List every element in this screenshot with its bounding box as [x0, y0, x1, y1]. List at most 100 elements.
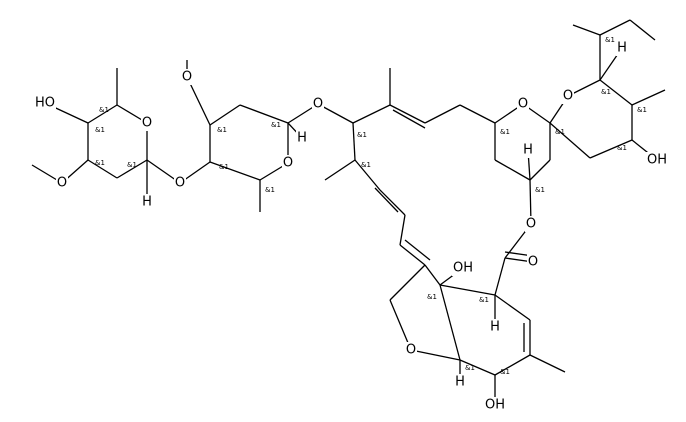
atom-label: O	[182, 70, 192, 85]
label-mask	[141, 194, 153, 210]
atom-label: H	[617, 41, 627, 56]
atom-label: OH	[453, 261, 473, 276]
atom-label: O	[526, 217, 536, 232]
stereo-label: &1	[637, 106, 647, 114]
bond	[239, 104, 289, 124]
stereo-label: &1	[465, 364, 475, 372]
atom-label: O	[518, 97, 528, 112]
stereo-label: &1	[217, 126, 227, 134]
bond	[209, 161, 261, 181]
label-mask	[527, 254, 539, 270]
stereo-label: &1	[617, 144, 627, 152]
stereo-label: &1	[95, 126, 105, 134]
bond	[209, 104, 241, 126]
bond	[379, 189, 406, 216]
stereo-label: &1	[95, 159, 105, 167]
bond	[494, 354, 531, 376]
bond	[494, 159, 531, 181]
atom-label: H	[523, 143, 533, 158]
stereo-label: &1	[361, 161, 371, 169]
bond	[599, 19, 631, 36]
stereo-label: &1	[479, 296, 489, 304]
stereo-label: &1	[605, 36, 615, 44]
label-mask	[296, 130, 308, 146]
atom-label: O	[563, 89, 573, 104]
label-mask	[452, 260, 474, 276]
bond	[87, 104, 118, 124]
stereo-label: &1	[427, 293, 437, 301]
bond	[439, 284, 461, 361]
bond	[374, 187, 399, 213]
stereo-label: &1	[265, 186, 275, 194]
atom-label: HO	[35, 96, 55, 111]
bond	[494, 257, 506, 296]
bond	[392, 109, 426, 129]
atom-label: H	[297, 131, 307, 146]
label-mask	[141, 115, 153, 131]
bond	[399, 214, 406, 246]
atom-label: O	[528, 255, 538, 270]
label-mask	[522, 142, 534, 158]
bond	[352, 122, 356, 161]
label-mask	[525, 216, 537, 232]
stereo-label: &1	[127, 161, 137, 169]
bond	[549, 122, 591, 159]
bond	[459, 359, 496, 376]
bond	[410, 349, 461, 361]
label-mask	[646, 152, 668, 168]
stereo-label: &1	[555, 128, 565, 136]
label-mask	[489, 319, 501, 335]
atom-label: O	[313, 97, 323, 112]
bond	[572, 24, 601, 36]
stereo-label: &1	[99, 106, 109, 114]
atom-label: O	[57, 176, 67, 191]
bond	[529, 159, 551, 181]
stereo-label: &1	[601, 88, 611, 96]
bond	[439, 284, 496, 296]
bond	[404, 239, 431, 261]
bond	[424, 104, 461, 124]
atom-label: O	[406, 343, 416, 358]
bond	[459, 104, 496, 124]
bond	[424, 264, 441, 286]
bond	[324, 159, 356, 181]
bond	[352, 104, 391, 124]
atom-label: OH	[647, 153, 667, 168]
atom-label: H	[490, 320, 500, 335]
atom-label: H	[455, 375, 465, 390]
bond	[389, 264, 426, 301]
label-mask	[616, 40, 628, 56]
bond	[631, 89, 666, 106]
atom-label: H	[142, 195, 152, 210]
atom-label: O	[283, 156, 293, 171]
stereo-label: &1	[500, 368, 510, 376]
bond	[354, 159, 381, 191]
label-mask	[405, 342, 417, 358]
bond	[87, 159, 118, 179]
label-mask	[517, 96, 529, 112]
bond	[629, 19, 656, 41]
label-mask	[282, 155, 294, 171]
bond	[389, 104, 426, 124]
stereo-label: &1	[535, 186, 545, 194]
atom-label: O	[175, 176, 185, 191]
stereo-label: &1	[500, 128, 510, 136]
bond	[529, 354, 566, 373]
bond	[599, 79, 633, 106]
label-mask	[454, 374, 466, 390]
bond	[116, 159, 148, 179]
label-mask	[312, 96, 324, 112]
label-mask	[34, 95, 56, 111]
stereo-label: &1	[271, 121, 281, 129]
label-mask	[181, 69, 193, 85]
bond	[399, 244, 426, 266]
bond	[589, 139, 633, 159]
label-mask	[56, 175, 68, 191]
label-mask	[174, 175, 186, 191]
atom-label: OH	[485, 398, 505, 413]
label-mask	[484, 397, 506, 413]
bond	[389, 299, 412, 351]
stereo-label: &1	[219, 163, 229, 171]
atom-label: O	[142, 116, 152, 131]
